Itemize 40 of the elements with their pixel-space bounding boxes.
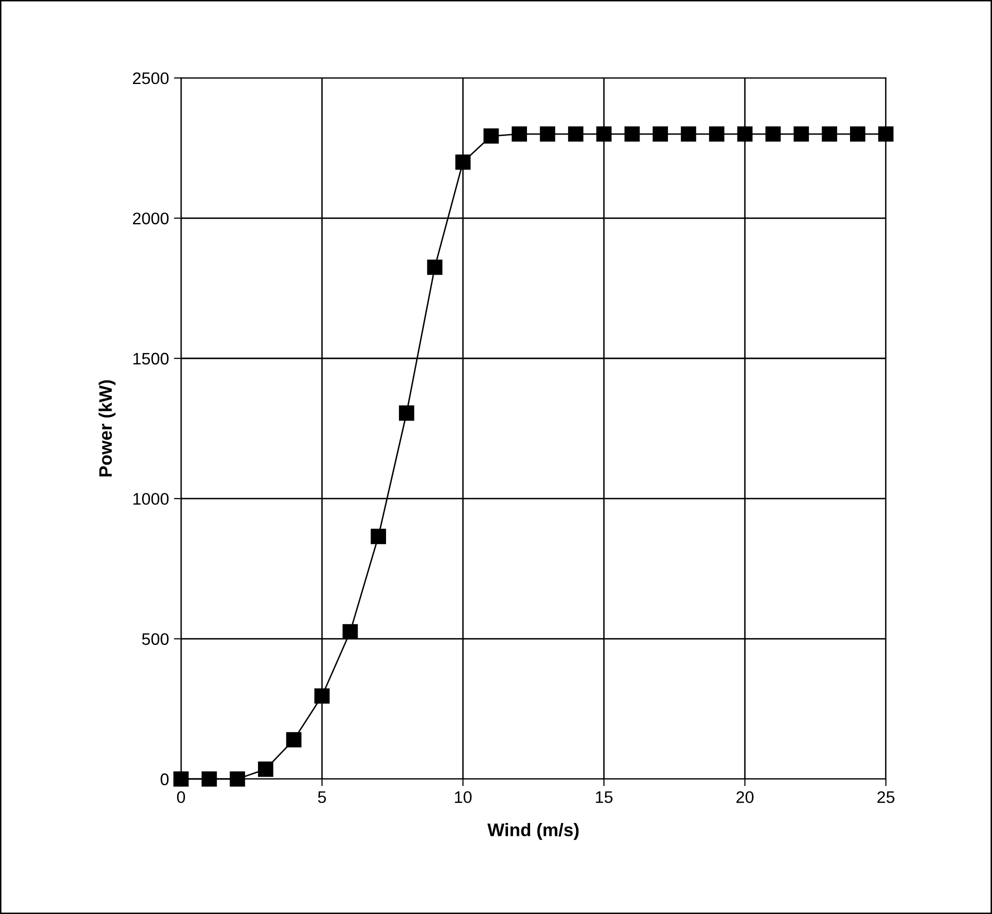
point (398, 405, 414, 421)
y-tick-label: 2000 (133, 212, 169, 224)
point (850, 126, 866, 142)
y-axis-title: Power (kW) (98, 380, 116, 476)
x-axis-title: Wind (m/s) (487, 823, 579, 840)
point (512, 126, 527, 142)
point (484, 128, 499, 144)
x-tick-label: 15 (596, 791, 612, 804)
point (737, 126, 753, 142)
point (596, 126, 612, 142)
point (427, 260, 442, 275)
point (624, 126, 640, 142)
y-tick-label: 0 (160, 773, 169, 786)
point (173, 771, 189, 787)
point (765, 126, 781, 142)
point (878, 126, 894, 142)
point (342, 624, 358, 640)
point (794, 126, 809, 142)
y-tick-label: 2500 (133, 72, 169, 84)
point (709, 126, 724, 142)
point (202, 771, 217, 787)
x-tick-label: 10 (454, 791, 472, 804)
point (680, 126, 696, 142)
x-tick-label: 0 (177, 791, 186, 804)
point (455, 154, 471, 170)
point (230, 771, 246, 787)
x-tick-label: 5 (318, 791, 326, 804)
point (568, 126, 584, 142)
point (540, 126, 556, 142)
y-tick-label: 1500 (133, 352, 169, 365)
point (286, 732, 302, 748)
point (822, 126, 838, 142)
point (652, 126, 668, 142)
x-tick-label: 25 (877, 791, 894, 804)
point (370, 528, 386, 544)
x-tick-label: 20 (736, 791, 754, 804)
y-tick-label: 1000 (133, 492, 169, 505)
point (258, 762, 274, 777)
y-tick-label: 500 (142, 633, 169, 645)
point (314, 688, 330, 704)
